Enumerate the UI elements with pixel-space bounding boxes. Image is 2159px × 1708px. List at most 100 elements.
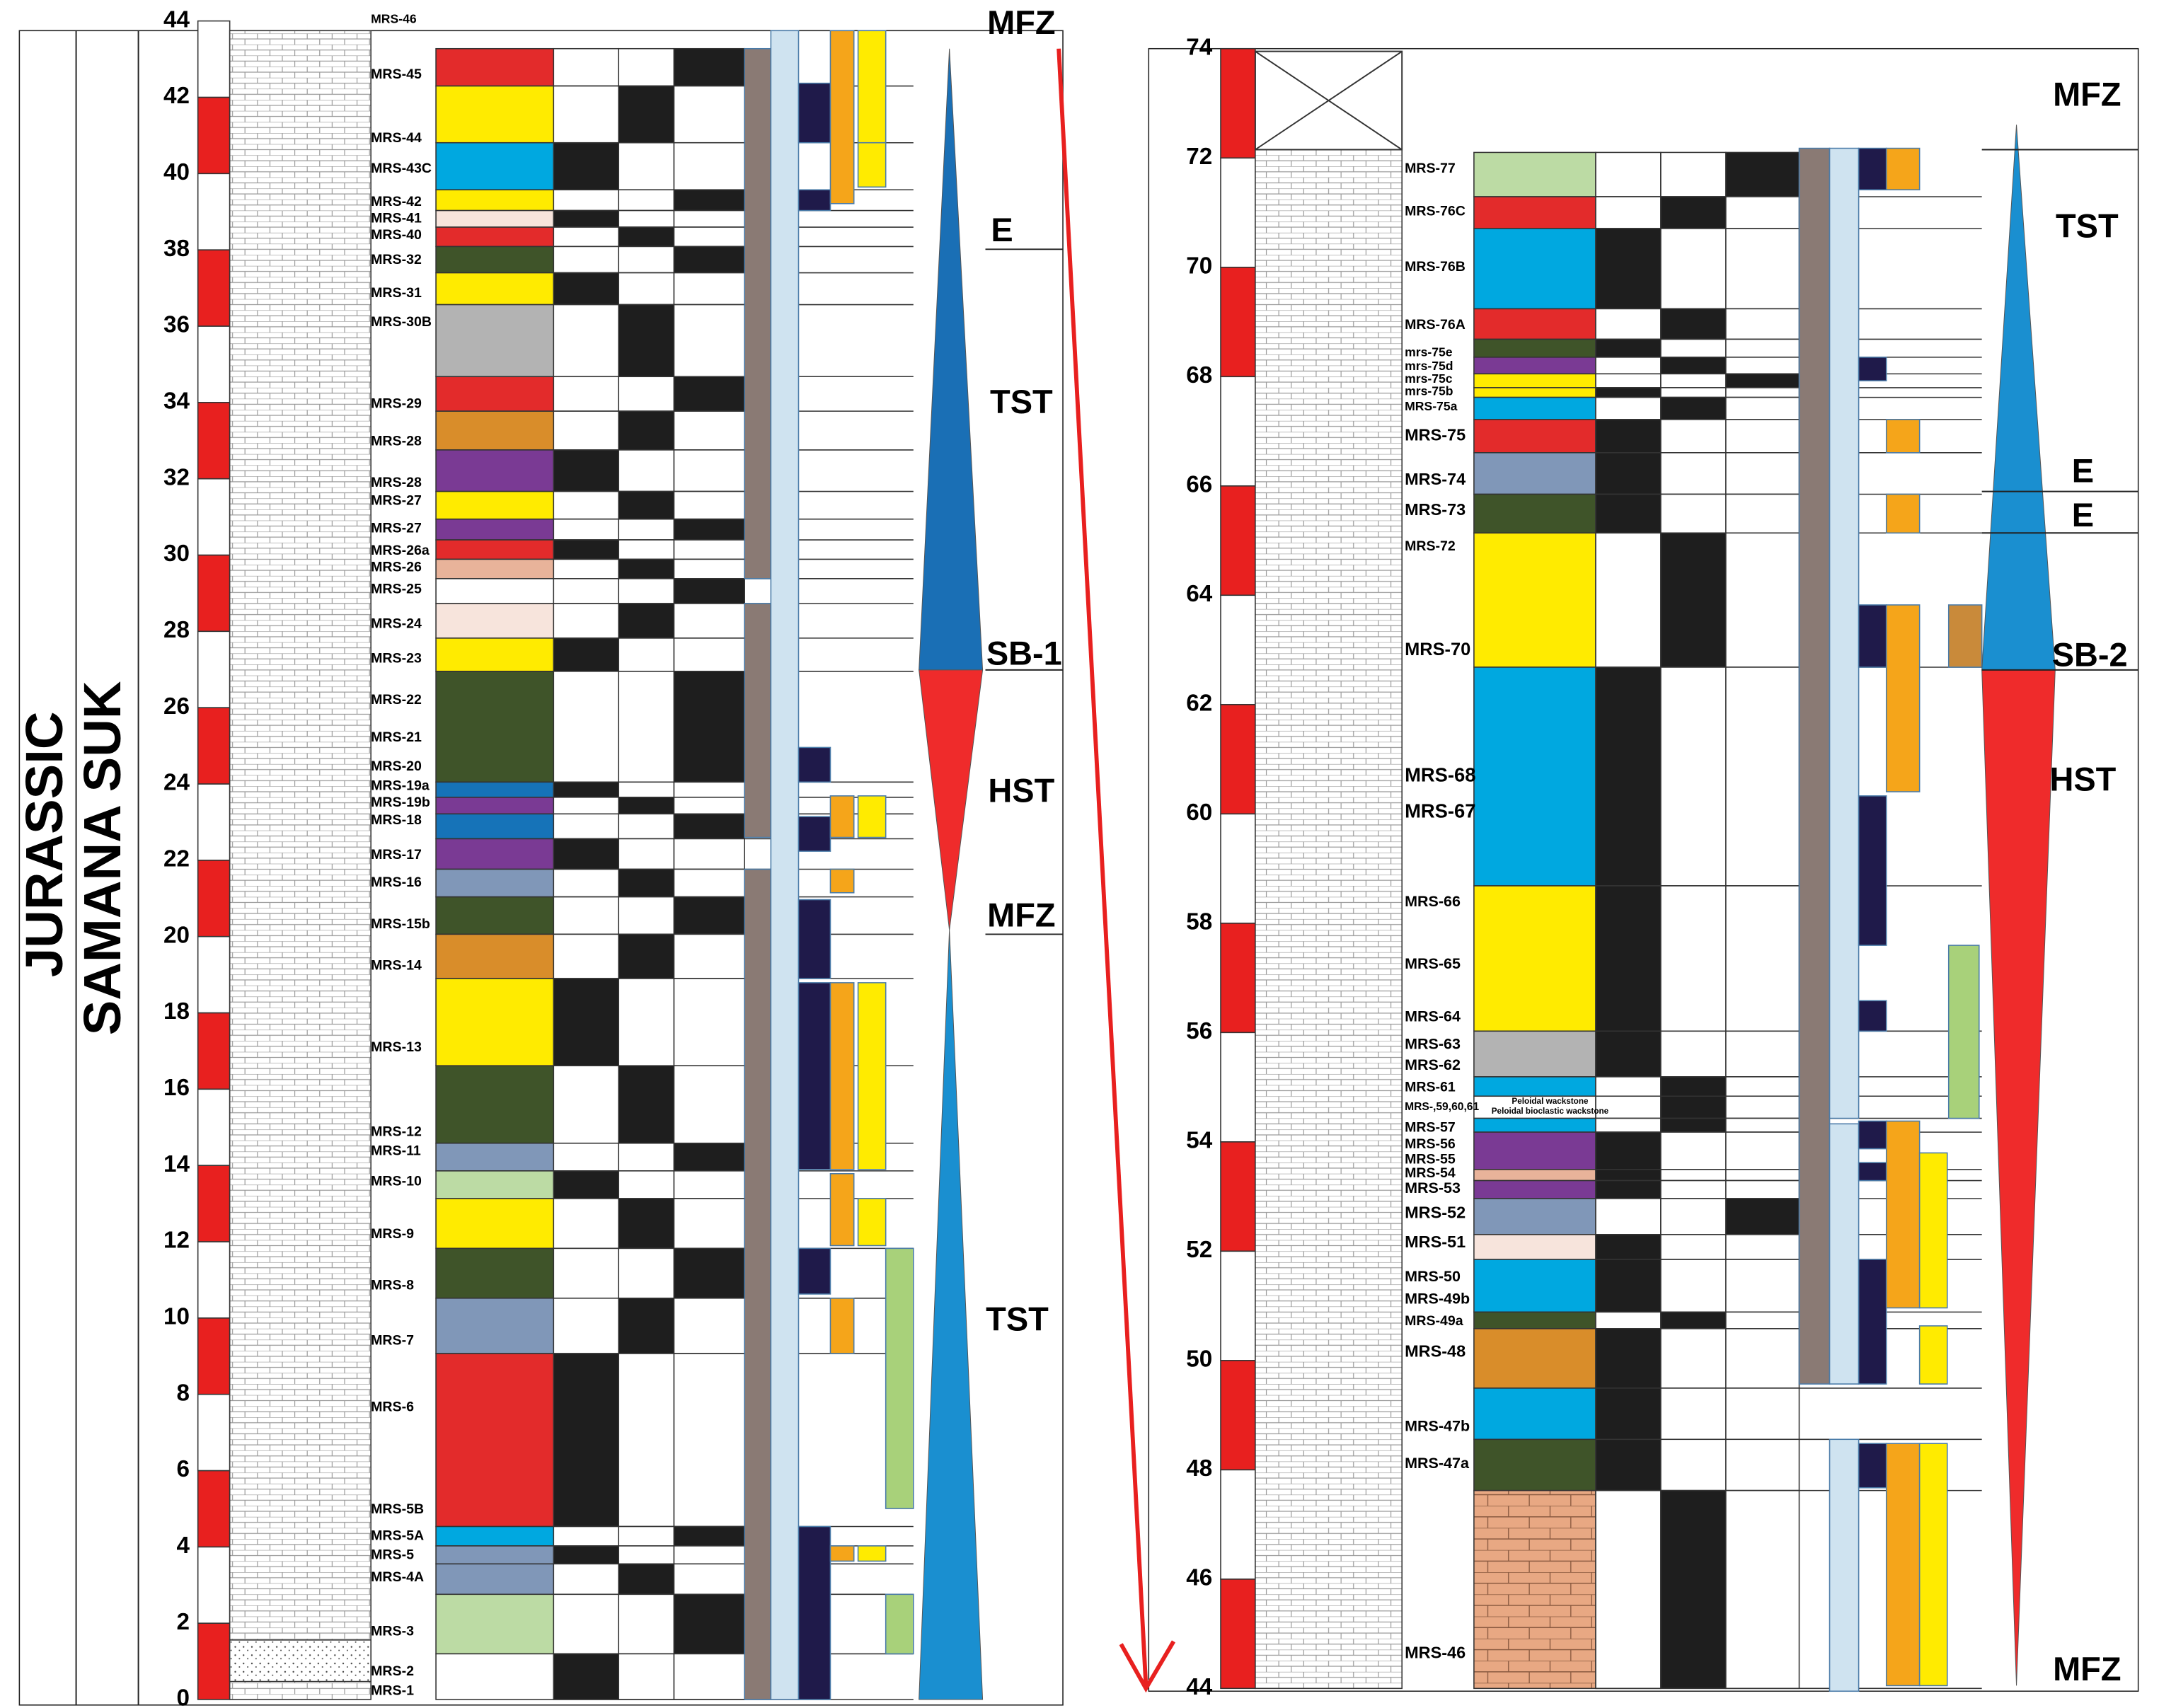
sample-label: MRS-30B: [371, 314, 432, 330]
energy-cell: [1725, 228, 1800, 310]
depth-label: 0: [176, 1685, 189, 1708]
sample-label: MRS-10: [371, 1174, 422, 1189]
energy-cell: [1725, 419, 1800, 454]
facies-bed: [435, 978, 555, 1067]
sample-label: MRS-54: [1405, 1165, 1456, 1181]
sample-label: MRS-19a: [371, 778, 430, 793]
energy-cell: [618, 781, 675, 798]
sample-label: mrs-75c: [1405, 371, 1453, 386]
scale-segment: [197, 1088, 231, 1166]
energy-cell: [1660, 1438, 1727, 1491]
sample-label: MRS-52: [1405, 1204, 1466, 1222]
energy-cell: [1725, 373, 1800, 388]
scale-segment: [1220, 594, 1256, 705]
energy-cell: [673, 578, 745, 604]
facies-bed: [435, 637, 555, 672]
indicator-bar: [1858, 1443, 1887, 1489]
indicator-bar: [798, 189, 831, 212]
energy-cell: [1595, 1169, 1662, 1182]
energy-cell: [673, 1142, 745, 1172]
energy-cell: [618, 47, 675, 87]
energy-cell: [1725, 151, 1800, 197]
systems-tract-triangle: [1981, 669, 2056, 1686]
energy-cell: [1595, 308, 1662, 340]
indicator-bar: [1918, 1152, 1948, 1309]
indicator-bar: [857, 1545, 887, 1562]
energy-cell: [1595, 1179, 1662, 1199]
scale-segment: [1220, 47, 1256, 159]
sample-label: MRS-46: [371, 11, 417, 25]
facies-bed: [1473, 228, 1596, 310]
scale-segment: [1220, 266, 1256, 378]
facies-bed: [435, 410, 555, 451]
energy-cell: [1660, 1489, 1727, 1690]
sample-label: MRS-67: [1405, 800, 1475, 822]
energy-cell: [673, 797, 745, 815]
sample-label: MRS-76C: [1405, 204, 1466, 219]
sample-label: MRS-29: [371, 396, 422, 412]
energy-cell: [1595, 1117, 1662, 1133]
energy-cell: [1595, 228, 1662, 310]
tract-label: E: [2072, 453, 2094, 490]
indicator-bar: [1858, 1259, 1887, 1385]
energy-cell: [1725, 1030, 1800, 1078]
sample-label: MRS-47b: [1405, 1417, 1470, 1434]
sample-label: MRS-56: [1405, 1136, 1456, 1152]
facies-bed: [435, 1298, 555, 1354]
energy-cell: [553, 1545, 620, 1565]
depth-label: 66: [1186, 472, 1212, 498]
sample-label: MRS-75a: [1405, 399, 1458, 413]
facies-bed: [435, 272, 555, 306]
sample-label: MRS-70: [1405, 640, 1470, 659]
sample-label: MRS-21: [371, 729, 422, 745]
depth-label: 28: [163, 617, 190, 643]
sample-label: MRS-20: [371, 758, 422, 774]
energy-cell: [1595, 357, 1662, 375]
sample-label: MRS-42: [371, 194, 422, 209]
scale-segment: [197, 1622, 231, 1700]
tract-label: TST: [986, 1300, 1049, 1337]
energy-cell: [618, 578, 675, 604]
facies-bed: [435, 933, 555, 979]
energy-cell: [673, 1170, 745, 1199]
energy-cell: [1660, 1259, 1727, 1313]
energy-cell: [1660, 667, 1727, 887]
facies-bed: [1473, 1328, 1596, 1389]
facies-bed: [1473, 1311, 1596, 1329]
energy-cell: [1660, 387, 1727, 398]
energy-cell: [553, 272, 620, 306]
energy-cell: [553, 246, 620, 274]
sample-label: MRS-32: [371, 252, 422, 267]
indicator-bar: [1918, 1443, 1948, 1687]
indicator-bar: [744, 47, 772, 579]
energy-cell: [1660, 1328, 1727, 1389]
energy-cell: [1660, 1030, 1727, 1078]
scale-segment: [197, 173, 231, 250]
indicator-bar: [857, 30, 887, 144]
facies-note: Peloidal wackstone: [1512, 1097, 1589, 1106]
energy-cell: [1660, 1169, 1727, 1182]
energy-cell: [618, 246, 675, 274]
facies-note: Peloidal bioclastic wackstone: [1492, 1107, 1609, 1116]
sample-label: MRS-13: [371, 1039, 422, 1055]
sample-label: MRS-50: [1405, 1268, 1461, 1285]
scale-segment: [197, 935, 231, 1014]
sample-label: MRS-5A: [371, 1528, 424, 1543]
facies-bed: [1473, 1076, 1596, 1097]
facies-bed: [1473, 308, 1596, 340]
energy-cell: [1725, 1311, 1800, 1329]
scale-segment: [197, 860, 231, 937]
energy-cell: [553, 671, 620, 783]
indicator-bar: [1858, 357, 1887, 381]
energy-cell: [1660, 532, 1727, 668]
facies-bed: [1473, 1198, 1596, 1235]
scale-segment: [1220, 1469, 1256, 1580]
energy-cell: [1660, 396, 1727, 420]
sample-label: MRS-45: [371, 67, 422, 82]
indicator-bar: [1858, 1120, 1887, 1150]
energy-cell: [618, 209, 675, 228]
sample-label: MRS-49a: [1405, 1313, 1463, 1329]
indicator-bar: [1858, 1000, 1887, 1032]
facies-bed: [1473, 1489, 1596, 1690]
indicator-bar: [770, 30, 800, 1700]
